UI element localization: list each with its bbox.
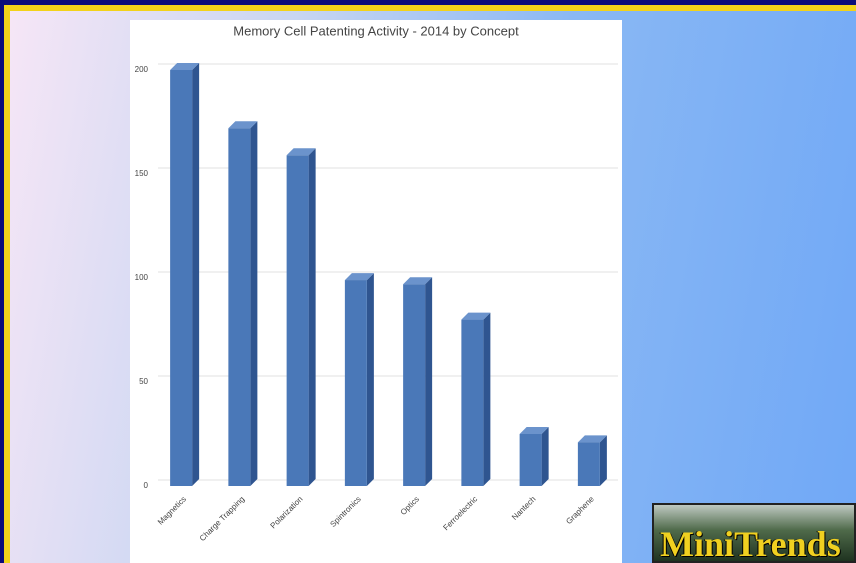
bar (461, 320, 483, 486)
x-tick-label: Magnetics (156, 495, 188, 527)
x-tick-label: Nantech (510, 495, 537, 522)
bar (403, 284, 425, 486)
x-tick-label: Optics (399, 495, 421, 517)
bar (170, 70, 192, 486)
bar-side (192, 63, 199, 486)
x-tick-label: Graphene (564, 494, 596, 526)
bar-side (367, 273, 374, 486)
y-tick-label: 100 (135, 273, 149, 282)
bar-side (309, 148, 316, 486)
bar-side (600, 435, 607, 486)
bar (228, 128, 250, 486)
logo: MiniTrends (652, 503, 856, 563)
bar-side (542, 427, 549, 486)
y-tick-label: 150 (135, 169, 149, 178)
bar-side (425, 277, 432, 486)
x-tick-label: Spintronics (328, 495, 362, 529)
bar (578, 442, 600, 486)
bar (287, 155, 309, 486)
bar-side (250, 121, 257, 486)
y-tick-label: 200 (135, 65, 149, 74)
chart: Memory Cell Patenting Activity - 2014 by… (130, 20, 622, 563)
y-tick-label: 50 (139, 377, 148, 386)
x-tick-label: Ferroelectric (441, 495, 479, 533)
x-tick-label: Charge Trapping (198, 495, 247, 544)
y-tick-label: 0 (144, 481, 149, 490)
bar-side (483, 313, 490, 486)
slide: Memory Cell Patenting Activity - 2014 by… (0, 0, 856, 563)
logo-text: MiniTrends (660, 523, 841, 563)
x-tick-label: Polarization (269, 495, 305, 531)
bar (520, 434, 542, 486)
chart-title: Memory Cell Patenting Activity - 2014 by… (233, 23, 519, 38)
bar (345, 280, 367, 486)
